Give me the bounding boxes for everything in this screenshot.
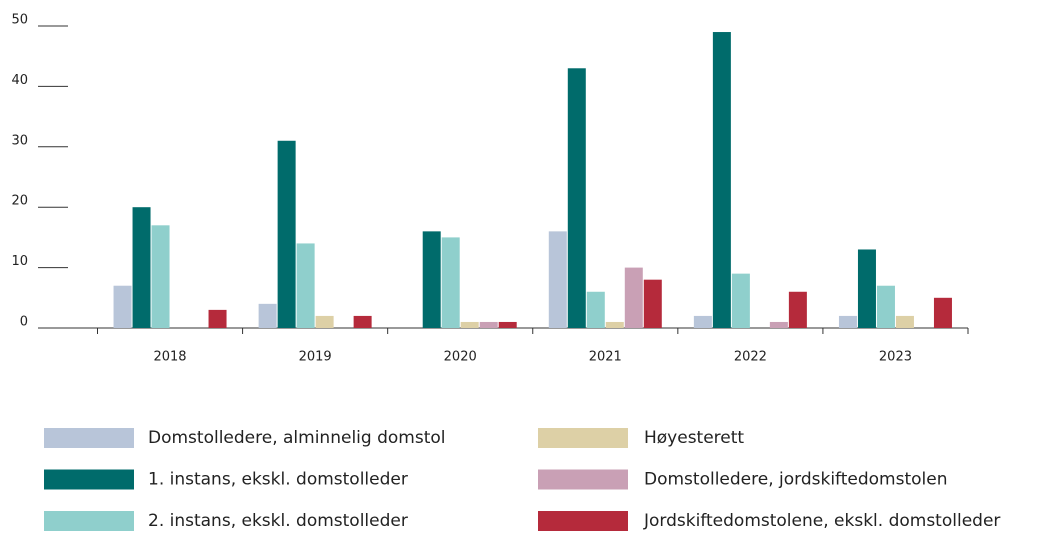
bar xyxy=(876,285,895,328)
y-tick-label: 50 xyxy=(11,13,28,28)
legend-swatch xyxy=(538,511,628,531)
bar xyxy=(151,225,170,328)
legend-swatch xyxy=(44,511,134,531)
legend-label: 2. instans, ekskl. domstolleder xyxy=(148,511,408,531)
bar xyxy=(567,68,586,328)
bar xyxy=(693,315,712,328)
legend-label: Domstolledere, alminnelig domstol xyxy=(148,428,445,448)
bar xyxy=(422,231,441,328)
bar xyxy=(479,321,498,328)
legend-label: 1. instans, ekskl. domstolleder xyxy=(148,470,408,490)
bar xyxy=(769,321,788,328)
legend-swatch xyxy=(44,428,134,448)
bar xyxy=(498,321,517,328)
bar xyxy=(731,273,750,328)
bar xyxy=(132,207,151,328)
bar xyxy=(643,279,662,328)
bar xyxy=(548,231,567,328)
legend-swatch xyxy=(538,428,628,448)
y-tick-label: 30 xyxy=(11,133,28,148)
legend-swatch xyxy=(538,469,628,490)
y-tick-label: 40 xyxy=(11,73,28,88)
bar xyxy=(296,243,315,328)
legend-label: Jordskiftedomstolene, ekskl. domstollede… xyxy=(643,511,1000,531)
bar xyxy=(353,315,372,328)
x-tick-label: 2018 xyxy=(153,350,186,365)
bar xyxy=(315,315,334,328)
legend-label: Domstolledere, jordskiftedomstolen xyxy=(644,470,948,490)
bar xyxy=(624,267,643,328)
bar xyxy=(441,237,460,328)
x-tick-label: 2019 xyxy=(299,350,332,365)
x-tick-label: 2022 xyxy=(734,350,767,365)
bar xyxy=(605,321,624,328)
bar xyxy=(113,285,132,328)
x-tick-label: 2021 xyxy=(589,350,622,365)
bar xyxy=(895,315,914,328)
bar xyxy=(208,309,227,328)
bar xyxy=(857,249,876,328)
bar xyxy=(277,140,296,328)
y-tick-label: 20 xyxy=(11,194,28,209)
legend-label: Høyesterett xyxy=(644,428,744,448)
bar xyxy=(788,291,807,328)
bar xyxy=(933,297,952,328)
bar xyxy=(712,32,731,328)
bar xyxy=(460,321,479,328)
x-tick-label: 2020 xyxy=(444,350,477,365)
y-tick-label: 10 xyxy=(11,254,28,269)
bar xyxy=(258,303,277,328)
y-tick-label: 0 xyxy=(20,315,28,330)
bar xyxy=(586,291,605,328)
bar xyxy=(838,315,857,328)
x-tick-label: 2023 xyxy=(879,350,912,365)
legend-swatch xyxy=(44,469,134,490)
